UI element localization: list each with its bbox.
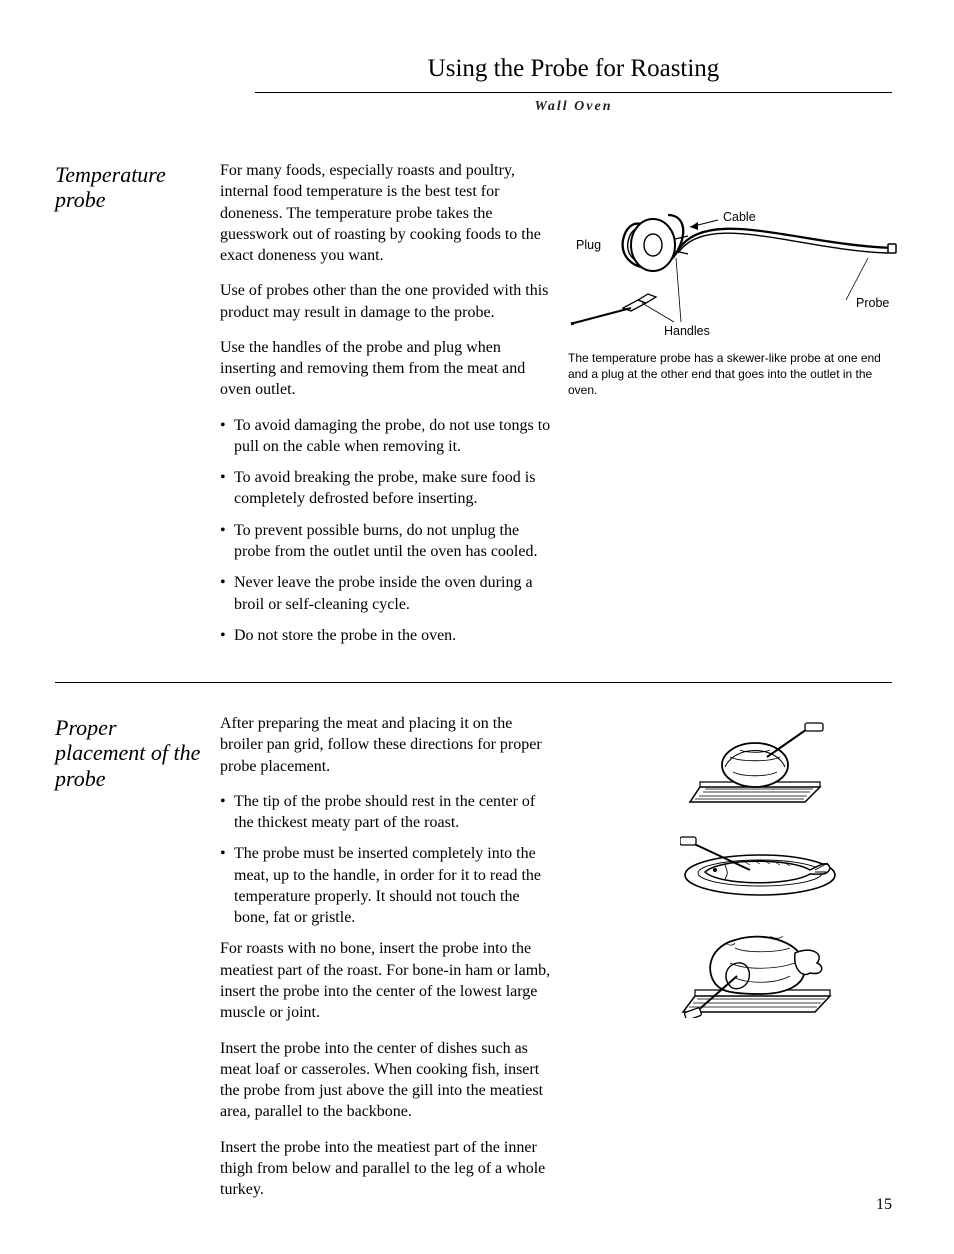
- paragraph: For many foods, especially roasts and po…: [220, 160, 556, 266]
- page: Using the Probe for Roasting Wall Oven T…: [0, 0, 954, 1254]
- paragraph: After preparing the meat and placing it …: [220, 713, 556, 777]
- diagram-label-cable: Cable: [723, 210, 756, 224]
- bullet-item: Never leave the probe inside the oven du…: [220, 572, 556, 615]
- page-header: Using the Probe for Roasting Wall Oven: [255, 55, 892, 115]
- page-subtitle: Wall Oven: [255, 99, 892, 115]
- page-number: 15: [876, 1196, 892, 1214]
- paragraph: For roasts with no bone, insert the prob…: [220, 938, 556, 1023]
- roast-on-pan-icon: [685, 717, 835, 812]
- paragraph: Use the handles of the probe and plug wh…: [220, 337, 556, 401]
- diagram-label-handles: Handles: [664, 324, 710, 338]
- bullet-item: The probe must be inserted completely in…: [220, 843, 556, 928]
- turkey-on-pan-icon: [675, 918, 845, 1018]
- bullet-list: To avoid damaging the probe, do not use …: [220, 415, 556, 646]
- fish-on-plate-icon: [680, 830, 840, 900]
- bullet-item: To prevent possible burns, do not unplug…: [220, 520, 556, 563]
- figure-column: Plug Cable Handles Probe The temperature…: [556, 160, 898, 656]
- text-column: After preparing the meat and placing it …: [220, 713, 556, 1214]
- side-heading-proper-placement: Proper placement of the probe: [55, 713, 220, 1214]
- food-illustrations: [568, 717, 892, 1018]
- paragraph: Insert the probe into the center of dish…: [220, 1038, 556, 1123]
- bullet-item: To avoid breaking the probe, make sure f…: [220, 467, 556, 510]
- bullet-item: The tip of the probe should rest in the …: [220, 791, 556, 834]
- section-temperature-probe: Temperature probe For many foods, especi…: [55, 160, 892, 683]
- bullet-item: To avoid damaging the probe, do not use …: [220, 415, 556, 458]
- text-column: For many foods, especially roasts and po…: [220, 160, 556, 656]
- page-title: Using the Probe for Roasting: [255, 55, 892, 93]
- section-proper-placement: Proper placement of the probe After prep…: [55, 713, 892, 1214]
- section-body: For many foods, especially roasts and po…: [220, 160, 898, 656]
- diagram-label-probe: Probe: [856, 296, 889, 310]
- figure-column: [556, 713, 892, 1214]
- paragraph: Insert the probe into the meatiest part …: [220, 1137, 556, 1201]
- probe-diagram: Plug Cable Handles Probe: [568, 190, 898, 340]
- diagram-label-plug: Plug: [576, 238, 601, 252]
- figure-caption: The temperature probe has a skewer-like …: [568, 350, 898, 399]
- bullet-list: The tip of the probe should rest in the …: [220, 791, 556, 929]
- bullet-item: Do not store the probe in the oven.: [220, 625, 556, 646]
- side-heading-temperature-probe: Temperature probe: [55, 160, 220, 656]
- section-body: After preparing the meat and placing it …: [220, 713, 892, 1214]
- paragraph: Use of probes other than the one provide…: [220, 280, 556, 323]
